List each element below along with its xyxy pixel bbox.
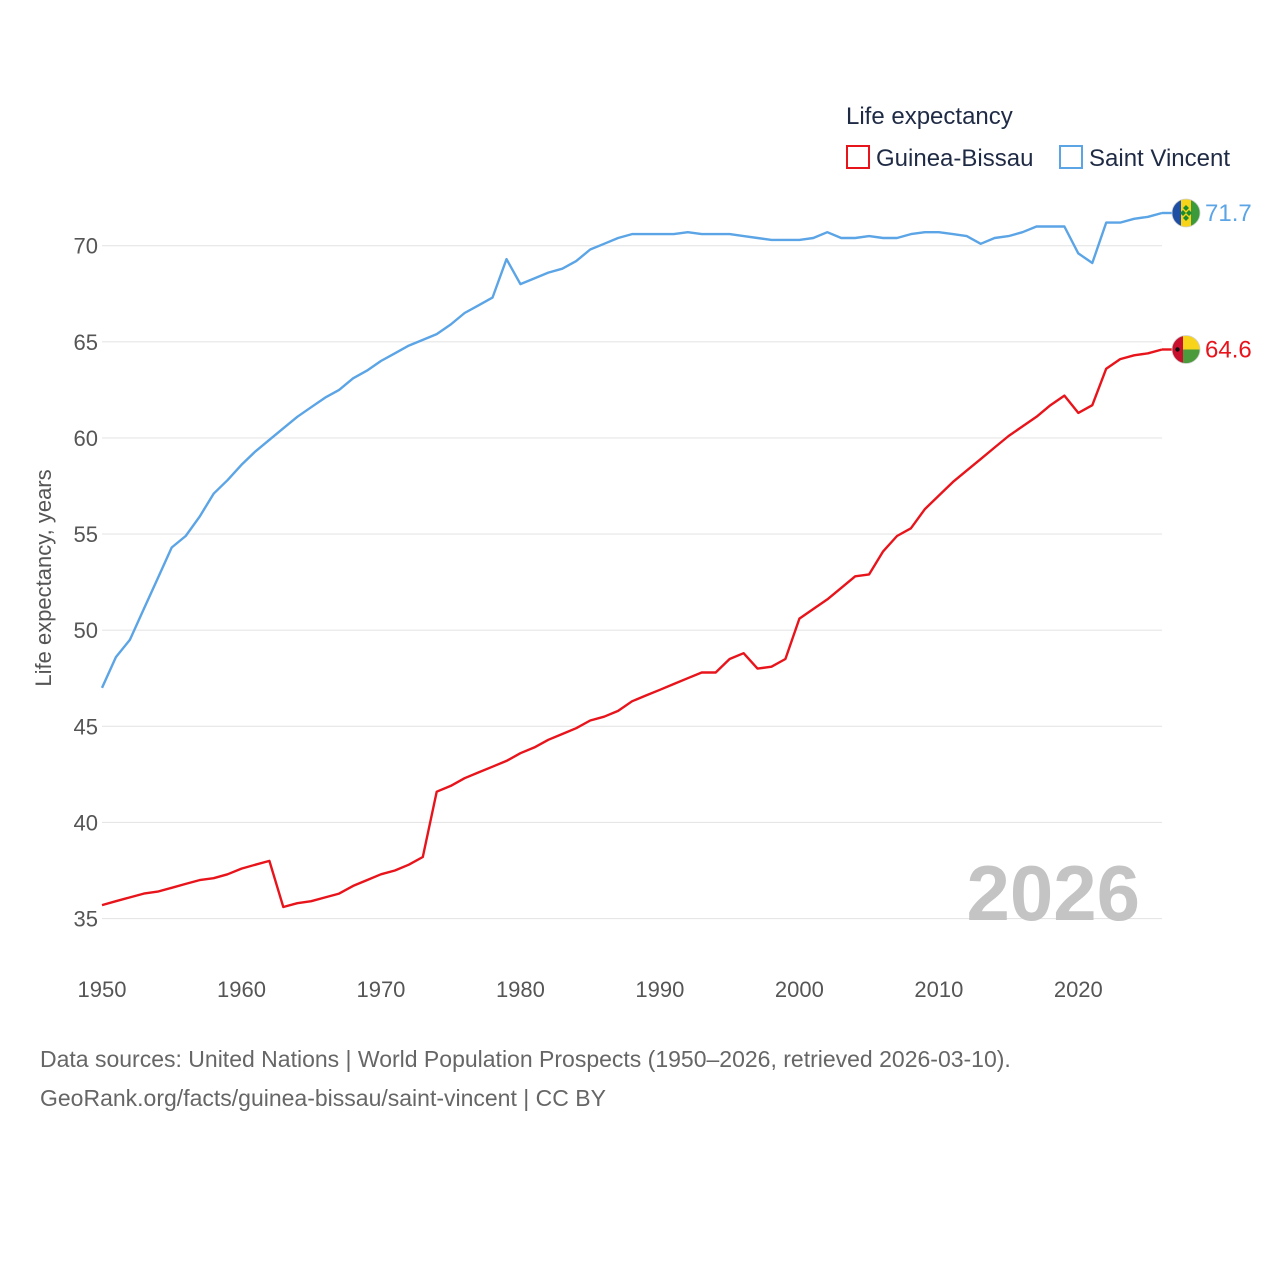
y-axis-ticks: 35 40 45 50 55 60 65 70 xyxy=(74,234,98,932)
x-tick-label-1960: 1960 xyxy=(217,977,266,1002)
series-line-saint-vincent[interactable] xyxy=(100,211,1163,689)
guinea-bissau-flag-icon xyxy=(1171,335,1201,364)
data-source-footer: Data sources: United Nations | World Pop… xyxy=(40,1040,1011,1118)
series-lines xyxy=(100,211,1163,909)
y-tick-label-45: 45 xyxy=(74,714,98,739)
x-tick-label-1950: 1950 xyxy=(78,977,127,1002)
life-expectancy-chart: 35 40 45 50 55 60 65 70 1950 1960 1970 1980 1990 200… xyxy=(31,103,1252,1002)
x-tick-label-1990: 1990 xyxy=(635,977,684,1002)
x-tick-label-2000: 2000 xyxy=(775,977,824,1002)
legend-label-saint-vincent: Saint Vincent xyxy=(1089,145,1230,172)
end-label-guinea-bissau: 64.6 xyxy=(1205,336,1252,363)
y-tick-label-40: 40 xyxy=(74,810,98,835)
x-tick-label-2010: 2010 xyxy=(914,977,963,1002)
legend-swatch-guinea-bissau xyxy=(846,145,870,169)
y-tick-label-65: 65 xyxy=(74,330,98,355)
series-end-markers: 64.6 71.7 xyxy=(1162,198,1252,364)
source-line-2: GeoRank.org/facts/guinea-bissau/saint-vi… xyxy=(40,1085,606,1111)
x-tick-label-1970: 1970 xyxy=(356,977,405,1002)
y-tick-label-35: 35 xyxy=(74,907,98,932)
legend: Life expectancy Guinea-Bissau Saint Vinc… xyxy=(846,103,1230,172)
y-tick-label-55: 55 xyxy=(74,522,98,547)
legend-title: Life expectancy xyxy=(846,103,1013,130)
y-axis-label: Life expectancy, years xyxy=(31,469,56,686)
saint-vincent-flag-icon xyxy=(1171,198,1201,228)
legend-item-saint-vincent[interactable]: Saint Vincent xyxy=(1059,145,1230,172)
end-label-saint-vincent: 71.7 xyxy=(1205,200,1252,227)
y-tick-label-60: 60 xyxy=(74,426,98,451)
source-line-1: Data sources: United Nations | World Pop… xyxy=(40,1046,1011,1072)
x-axis-ticks: 1950 1960 1970 1980 1990 2000 2010 2020 xyxy=(78,977,1103,1002)
year-watermark: 2026 xyxy=(966,849,1140,937)
x-tick-label-2020: 2020 xyxy=(1054,977,1103,1002)
series-line-guinea-bissau[interactable] xyxy=(101,348,1163,909)
y-tick-label-50: 50 xyxy=(74,618,98,643)
legend-item-guinea-bissau[interactable]: Guinea-Bissau xyxy=(846,145,1033,172)
legend-swatch-saint-vincent xyxy=(1059,145,1083,169)
legend-label-guinea-bissau: Guinea-Bissau xyxy=(876,145,1033,172)
gridlines xyxy=(102,245,1162,920)
x-tick-label-1980: 1980 xyxy=(496,977,545,1002)
y-tick-label-70: 70 xyxy=(74,234,98,259)
